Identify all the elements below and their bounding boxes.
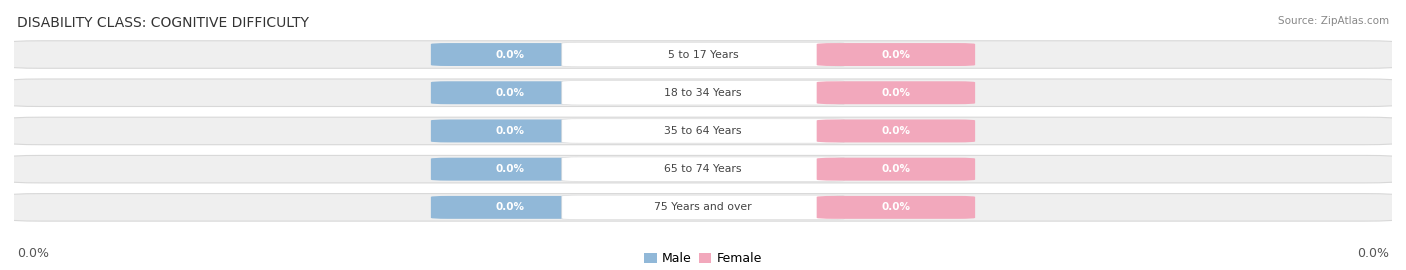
FancyBboxPatch shape	[562, 157, 844, 181]
Text: 0.0%: 0.0%	[1357, 247, 1389, 260]
FancyBboxPatch shape	[430, 81, 589, 104]
Text: 0.0%: 0.0%	[882, 202, 911, 212]
FancyBboxPatch shape	[7, 156, 1399, 183]
Text: 5 to 17 Years: 5 to 17 Years	[668, 49, 738, 59]
FancyBboxPatch shape	[430, 196, 589, 219]
FancyBboxPatch shape	[430, 43, 589, 66]
FancyBboxPatch shape	[562, 80, 844, 105]
FancyBboxPatch shape	[7, 117, 1399, 145]
Text: 0.0%: 0.0%	[495, 126, 524, 136]
Text: 0.0%: 0.0%	[495, 202, 524, 212]
Text: 35 to 64 Years: 35 to 64 Years	[664, 126, 742, 136]
Text: Source: ZipAtlas.com: Source: ZipAtlas.com	[1278, 16, 1389, 26]
Text: 0.0%: 0.0%	[17, 247, 49, 260]
Text: 0.0%: 0.0%	[882, 164, 911, 174]
FancyBboxPatch shape	[817, 120, 976, 142]
FancyBboxPatch shape	[7, 79, 1399, 106]
FancyBboxPatch shape	[430, 120, 589, 142]
Text: 0.0%: 0.0%	[495, 88, 524, 98]
Text: 75 Years and over: 75 Years and over	[654, 202, 752, 212]
Legend: Male, Female: Male, Female	[640, 248, 766, 270]
Text: 0.0%: 0.0%	[882, 49, 911, 59]
FancyBboxPatch shape	[562, 195, 844, 220]
Text: 0.0%: 0.0%	[495, 49, 524, 59]
FancyBboxPatch shape	[7, 41, 1399, 68]
FancyBboxPatch shape	[817, 81, 976, 104]
Text: 65 to 74 Years: 65 to 74 Years	[664, 164, 742, 174]
Text: 0.0%: 0.0%	[882, 126, 911, 136]
FancyBboxPatch shape	[817, 196, 976, 219]
Text: 0.0%: 0.0%	[882, 88, 911, 98]
FancyBboxPatch shape	[430, 158, 589, 181]
Text: 0.0%: 0.0%	[495, 164, 524, 174]
Text: 18 to 34 Years: 18 to 34 Years	[664, 88, 742, 98]
FancyBboxPatch shape	[817, 43, 976, 66]
FancyBboxPatch shape	[562, 119, 844, 143]
FancyBboxPatch shape	[7, 194, 1399, 221]
FancyBboxPatch shape	[562, 42, 844, 67]
Text: DISABILITY CLASS: COGNITIVE DIFFICULTY: DISABILITY CLASS: COGNITIVE DIFFICULTY	[17, 16, 309, 30]
FancyBboxPatch shape	[817, 158, 976, 181]
